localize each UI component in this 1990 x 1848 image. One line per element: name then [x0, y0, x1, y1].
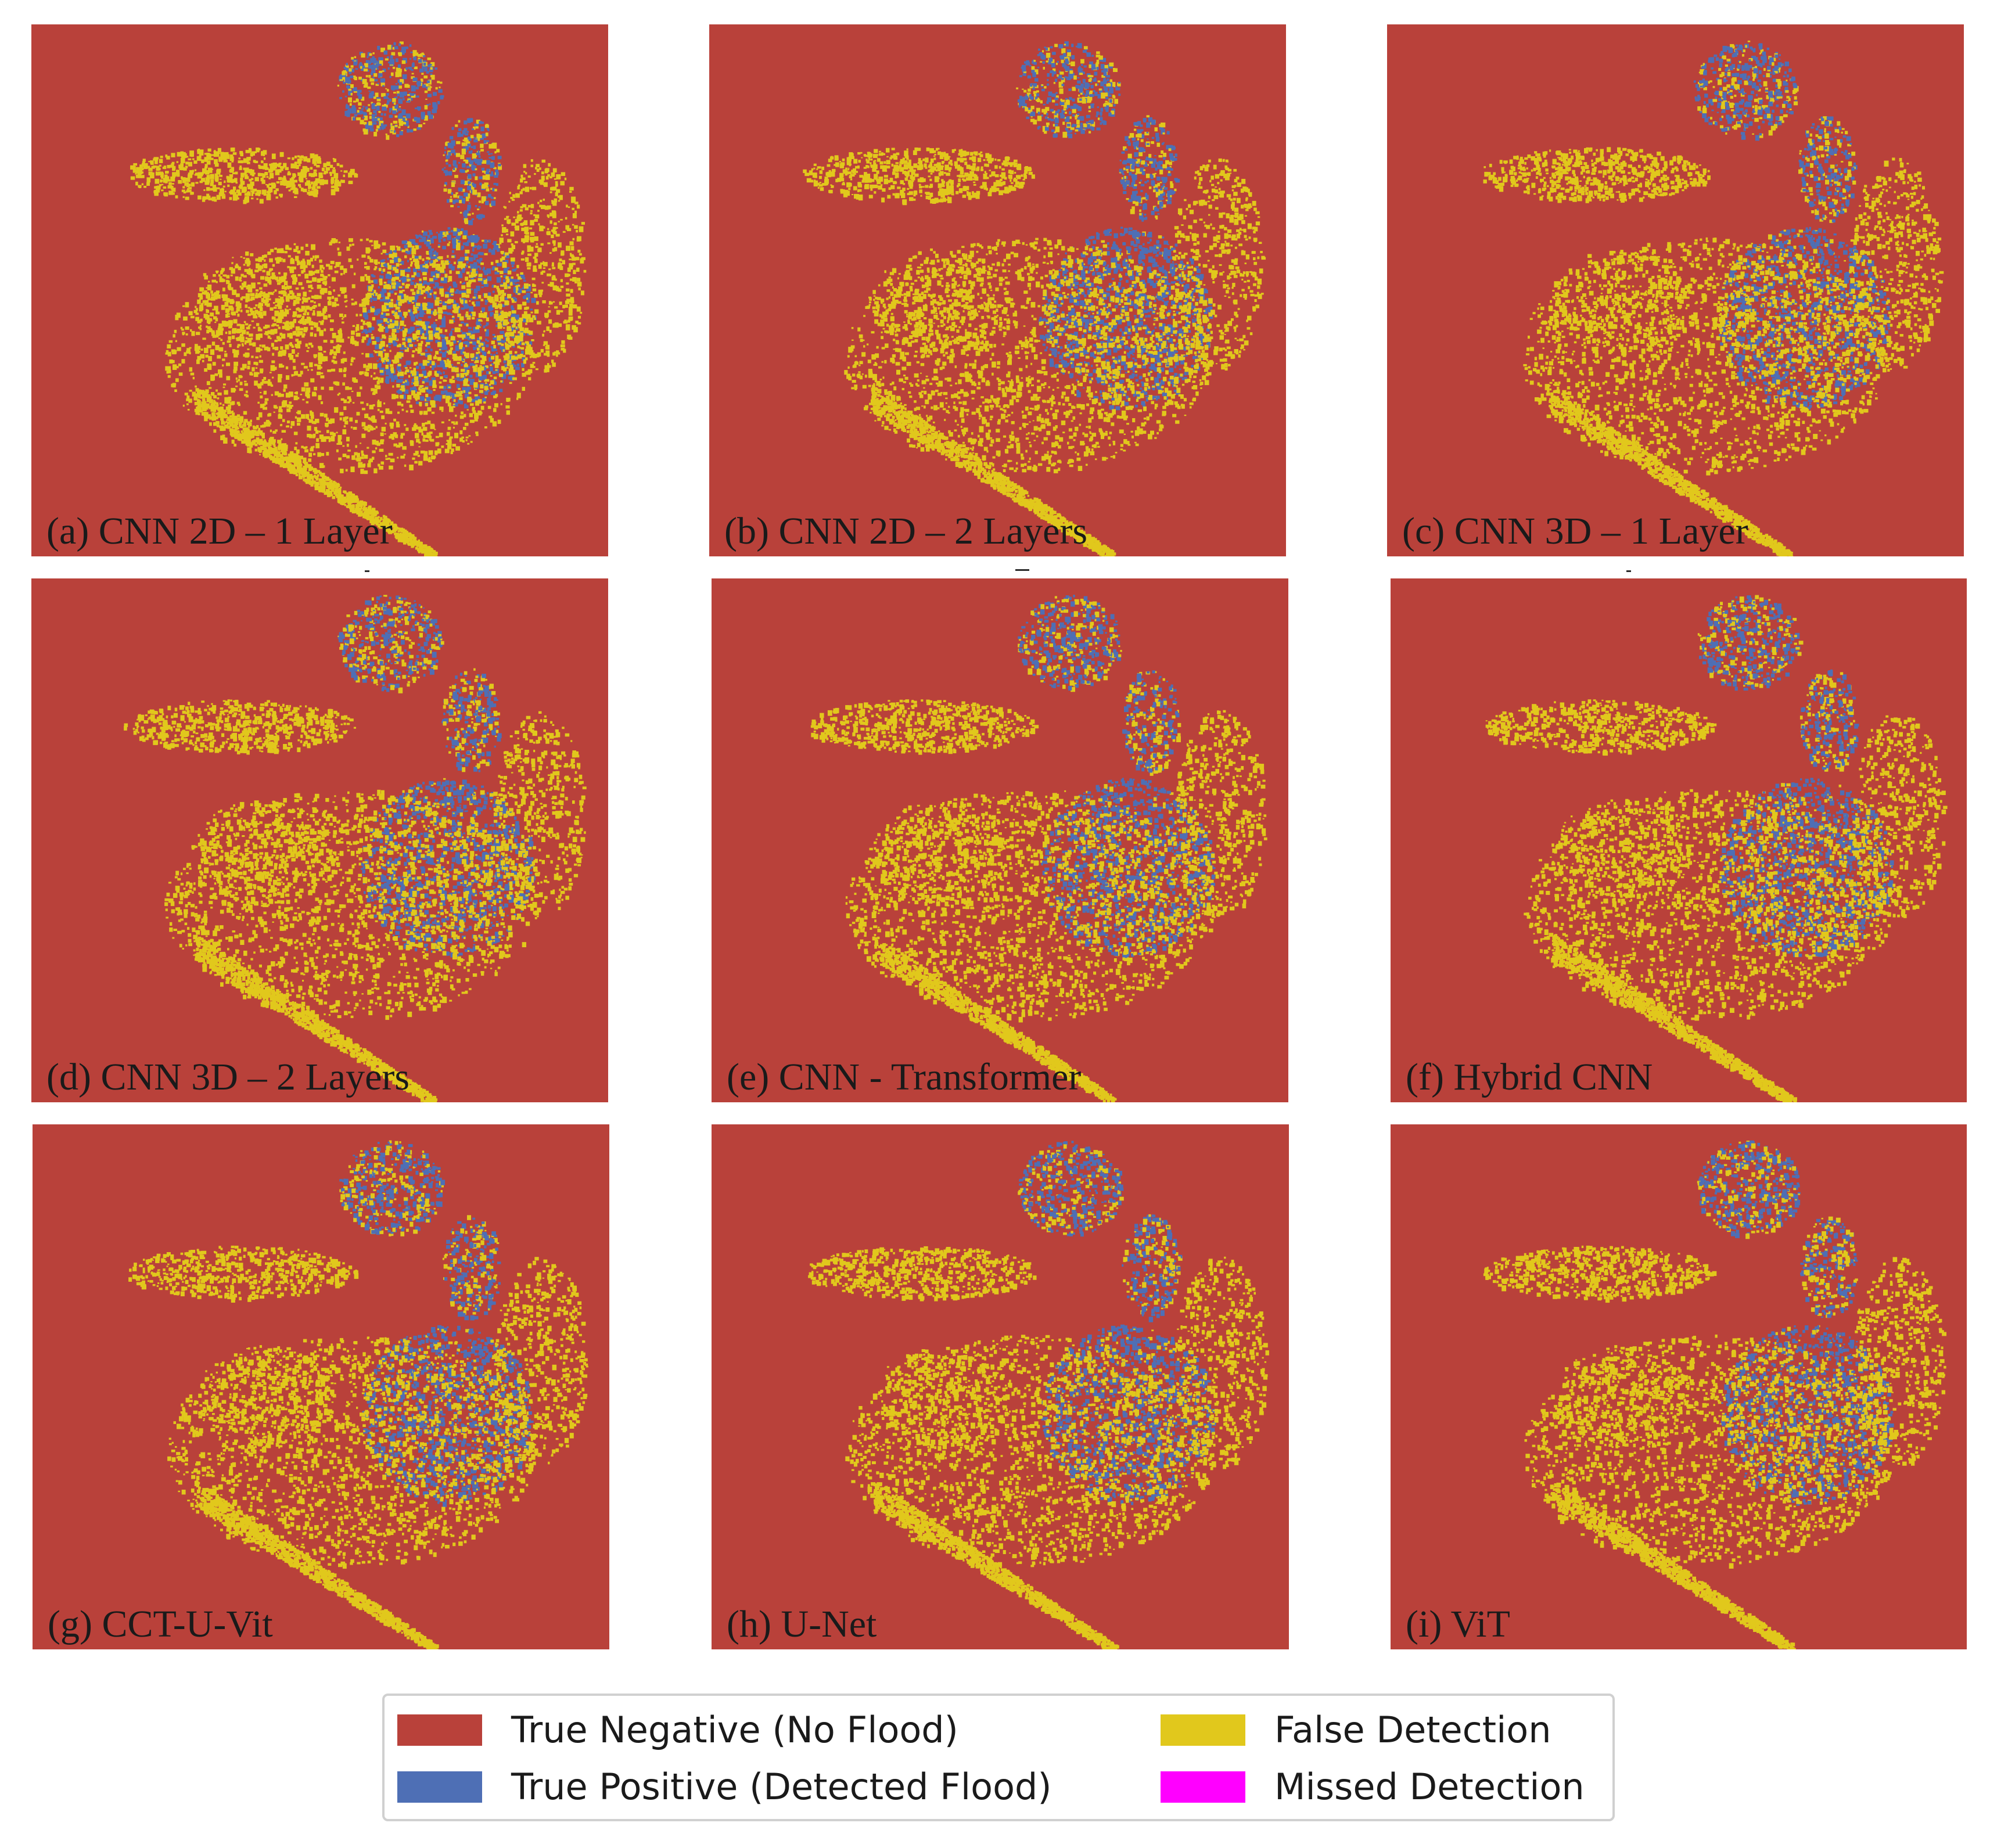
flood-map-image — [1391, 1124, 1967, 1649]
panel-c: (c) CNN 3D – 1 Layer — [1387, 24, 1964, 556]
legend-swatch-missed-detection — [1161, 1771, 1245, 1803]
panel-caption: (d) CNN 3D – 2 Layers — [46, 1058, 410, 1096]
legend-label: Missed Detection — [1274, 1767, 1585, 1807]
panel-caption: (f) Hybrid CNN — [1406, 1058, 1653, 1096]
flood-map-image — [31, 24, 608, 556]
legend-swatch-true-negative — [397, 1714, 482, 1746]
panel-caption: (g) CCT-U-Vit — [48, 1605, 273, 1644]
panel-caption: (i) ViT — [1406, 1605, 1510, 1644]
panel-h: (h) U-Net — [712, 1124, 1289, 1649]
legend-label: True Negative (No Flood) — [511, 1710, 958, 1750]
panel-d: (d) CNN 3D – 2 Layers — [31, 578, 608, 1102]
panel-e: (e) CNN - Transformer — [712, 578, 1288, 1102]
panel-b: (b) CNN 2D – 2 Layers — [709, 24, 1286, 556]
tick-mark — [365, 570, 369, 572]
panel-g: (g) CCT-U-Vit — [33, 1124, 609, 1649]
tick-mark — [1015, 569, 1029, 571]
flood-map-image — [712, 578, 1288, 1102]
legend: True Negative (No Flood) False Detection… — [382, 1694, 1615, 1821]
legend-swatch-false-detection — [1161, 1714, 1245, 1746]
flood-map-image — [33, 1124, 609, 1649]
legend-swatch-true-positive — [397, 1771, 482, 1803]
legend-label: False Detection — [1274, 1710, 1551, 1750]
legend-label: True Positive (Detected Flood) — [511, 1767, 1052, 1807]
tick-mark — [1626, 570, 1631, 572]
flood-map-image — [709, 24, 1286, 556]
panel-f: (f) Hybrid CNN — [1391, 578, 1967, 1102]
panel-a: (a) CNN 2D – 1 Layer — [31, 24, 608, 556]
panel-i: (i) ViT — [1391, 1124, 1967, 1649]
flood-map-image — [31, 578, 608, 1102]
panel-caption: (c) CNN 3D – 1 Layer — [1402, 512, 1748, 551]
panel-caption: (a) CNN 2D – 1 Layer — [46, 512, 393, 551]
panel-caption: (b) CNN 2D – 2 Layers — [724, 512, 1087, 551]
flood-map-image — [1391, 578, 1967, 1102]
panel-caption: (e) CNN - Transformer — [727, 1058, 1081, 1096]
flood-map-image — [712, 1124, 1289, 1649]
panel-caption: (h) U-Net — [727, 1605, 877, 1644]
flood-map-image — [1387, 24, 1964, 556]
